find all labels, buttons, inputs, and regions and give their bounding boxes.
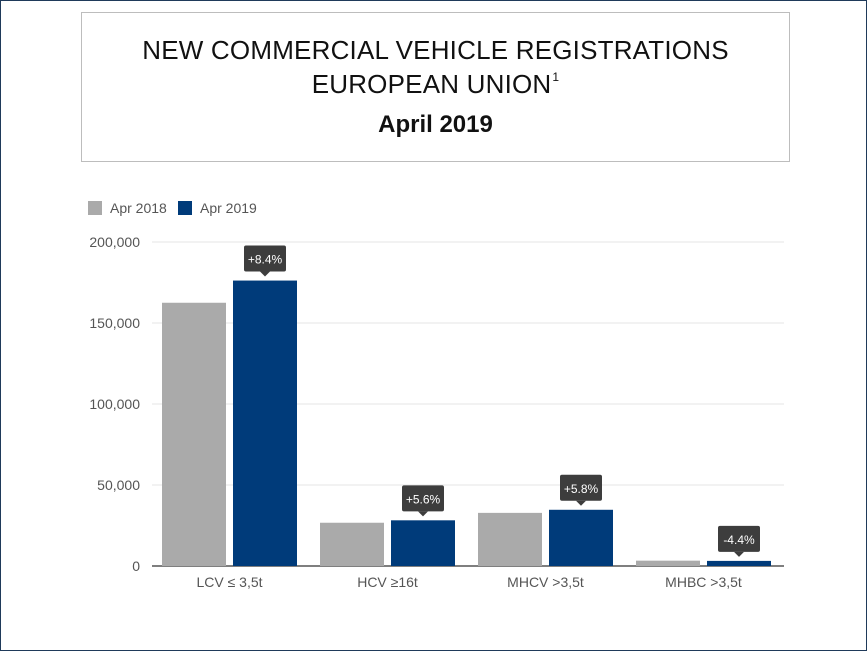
change-label-box xyxy=(244,245,286,272)
change-label-pointer xyxy=(418,511,428,517)
change-label-pointer xyxy=(260,271,270,277)
y-tick-label: 0 xyxy=(132,558,140,574)
chart-subtitle: April 2019 xyxy=(378,111,493,138)
bar xyxy=(320,522,384,566)
chart-title-line2-text: EUROPEAN UNION xyxy=(311,69,552,99)
bar xyxy=(391,520,455,566)
y-tick-label: 100,000 xyxy=(89,396,140,412)
bar xyxy=(162,302,226,566)
y-tick-label: 200,000 xyxy=(89,234,140,250)
x-tick-label: MHCV >3,5t xyxy=(507,574,584,590)
change-label-pointer xyxy=(734,551,744,557)
change-label-box xyxy=(560,474,602,501)
bar xyxy=(478,512,542,566)
y-tick-label: 150,000 xyxy=(89,315,140,331)
bar xyxy=(636,560,700,566)
y-tick-label: 50,000 xyxy=(97,477,140,493)
change-label-box xyxy=(718,525,760,552)
x-tick-label: HCV ≥16t xyxy=(357,574,418,590)
bar xyxy=(233,280,297,566)
change-label-box xyxy=(402,485,444,512)
bar xyxy=(549,509,613,566)
chart-title-line1: NEW COMMERCIAL VEHICLE REGISTRATIONS xyxy=(142,35,729,65)
change-label: +8.4% xyxy=(248,253,283,267)
bar xyxy=(707,560,771,566)
legend-swatch xyxy=(88,201,102,215)
change-label: +5.8% xyxy=(564,482,599,496)
x-tick-label: LCV ≤ 3,5t xyxy=(196,574,262,590)
legend-swatch xyxy=(178,201,192,215)
legend-label: Apr 2018 xyxy=(110,200,167,216)
change-label: -4.4% xyxy=(723,533,755,547)
change-label: +5.6% xyxy=(406,492,441,506)
chart-title-line2: EUROPEAN UNION1 xyxy=(82,69,789,100)
title-footnote-marker: 1 xyxy=(552,70,560,84)
x-tick-label: MHBC >3,5t xyxy=(665,574,742,590)
legend-label: Apr 2019 xyxy=(200,200,257,216)
title-box: NEW COMMERCIAL VEHICLE REGISTRATIONS EUR… xyxy=(81,12,790,162)
change-label-pointer xyxy=(576,500,586,506)
